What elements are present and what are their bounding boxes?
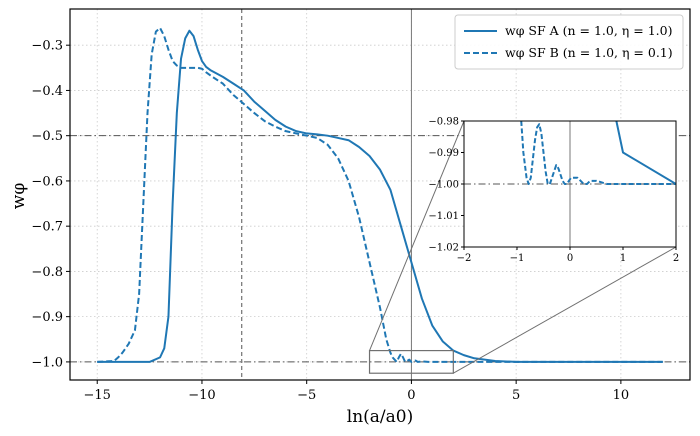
main-plot-frame (69, 8, 691, 381)
inset-x-tick-label-2: 0 (567, 253, 573, 264)
main-series (97, 27, 663, 363)
legend-label-sf-b: wφ SF B (n = 1.0, η = 0.1) (505, 45, 673, 60)
y-tick-label-0: −0.3 (31, 39, 63, 54)
y-tick-label-2: −0.5 (31, 129, 63, 144)
x-tick-label-3: 0 (407, 388, 415, 403)
x-tick-label-1: −10 (188, 388, 215, 403)
x-axis-label-text: ln(a/a0) (347, 407, 413, 427)
y-tick-label-1: −0.4 (31, 84, 63, 99)
x-tick-label-2: −5 (297, 388, 316, 403)
series-line-0 (97, 29, 663, 363)
y-tick-label-6: −0.9 (31, 310, 63, 325)
inset-y-tick-label-0: −0.98 (428, 117, 459, 128)
x-tick-label-0: −15 (84, 388, 111, 403)
reference-lines (70, 9, 690, 380)
inset-x-tick-label-4: 2 (673, 253, 679, 264)
inset-series (520, 121, 676, 185)
inset-y-tick-label-2: −1.00 (428, 180, 459, 191)
x-tick-label-4: 5 (512, 388, 520, 403)
y-tick-label-3: −0.6 (31, 174, 63, 189)
inset-y-tick-label-4: −1.02 (428, 243, 459, 254)
inset-series-line-0 (615, 121, 676, 185)
inset-ticks: −2 −1 0 1 2 −0.98 −0.99 −1.00 −1.01 −1.02 (428, 117, 679, 265)
y-tick-label-4: −0.7 (31, 220, 63, 235)
main-tick-labels: −15 −10 −5 0 5 10−0.3−0.4−0.5−0.6−0.7−0.8−0.9… (31, 39, 629, 403)
legend-label-sf-a: wφ SF A (n = 1.0, η = 1.0) (505, 23, 672, 38)
zoom-box (368, 349, 454, 374)
inset-x-tick-label-1: −1 (510, 253, 525, 264)
zoom-indicator (368, 120, 677, 374)
legend: wφ SF A (n = 1.0, η = 1.0) wφ SF B (n = … (454, 14, 684, 70)
inset-x-tick-label-3: 1 (620, 253, 626, 264)
inset-series-line-1 (520, 121, 676, 185)
inset-y-tick-label-3: −1.01 (428, 211, 459, 222)
y-axis-label-text: wφ (9, 183, 29, 210)
x-tick-label-5: 10 (613, 388, 630, 403)
x-axis-label: ln(a/a0) (347, 407, 413, 427)
legend-box (454, 14, 684, 70)
inset-plot: −2 −1 0 1 2 −0.98 −0.99 −1.00 −1.01 −1.02 (428, 117, 679, 265)
y-axis-label: wφ (9, 183, 29, 210)
inset-x-tick-label-0: −2 (457, 253, 472, 264)
y-tick-label-5: −0.8 (31, 265, 63, 280)
inset-y-tick-label-1: −0.99 (428, 148, 459, 159)
zoom-connector-right (453, 246, 677, 374)
zoom-connector-left (369, 120, 465, 351)
y-tick-label-7: −1.0 (31, 355, 63, 370)
main-ticks (66, 44, 622, 384)
series-line-1 (97, 27, 663, 363)
